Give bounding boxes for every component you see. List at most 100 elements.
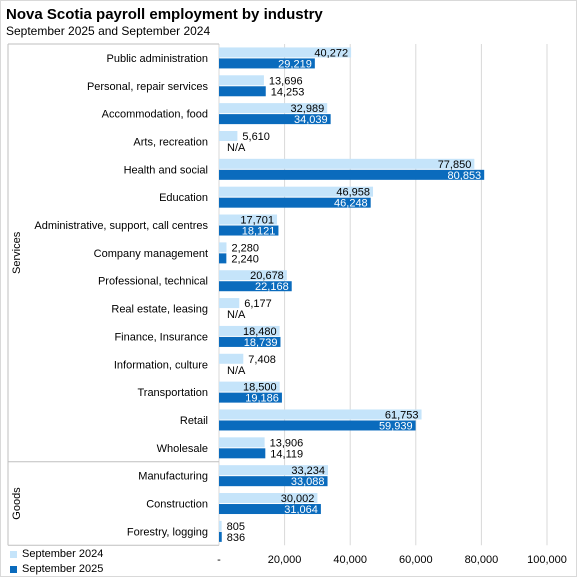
bar-2024 [219, 493, 318, 504]
bar-2025 [219, 281, 292, 292]
data-label: 20,678 [250, 270, 284, 282]
bar-2025 [219, 476, 328, 487]
data-label: 77,850 [438, 159, 472, 171]
category-label: Finance, Insurance [114, 331, 208, 343]
bar-2025 [219, 531, 222, 542]
group-label: Goods [11, 487, 23, 520]
data-label: 80,853 [448, 170, 482, 182]
legend-item-2025: September 2025 [10, 563, 103, 575]
bar-2024 [219, 242, 227, 253]
bar-2025 [219, 114, 331, 125]
legend-label-2024: September 2024 [22, 548, 104, 560]
bar-2024 [219, 465, 329, 476]
bar-2024 [219, 270, 287, 281]
bar-2024 [219, 75, 264, 86]
bar-2024 [219, 520, 222, 531]
data-label: 7,408 [248, 354, 276, 366]
x-tick-label: 40,000 [333, 554, 367, 566]
bar-2025 [219, 86, 266, 97]
x-tick-label: 100,000 [527, 554, 567, 566]
bar-2024 [219, 158, 475, 169]
data-label: N/A [227, 142, 246, 154]
category-label: Education [159, 192, 208, 204]
category-label: Transportation [137, 387, 208, 399]
bar-2024 [219, 409, 422, 420]
data-label: 59,939 [379, 420, 413, 432]
category-label: Accommodation, food [102, 109, 208, 121]
bar-2025 [219, 336, 281, 347]
data-label: 14,253 [271, 86, 305, 98]
chart-subtitle: September 2025 and September 2024 [6, 24, 211, 38]
category-label: Public administration [107, 53, 209, 65]
data-label: 13,696 [269, 75, 303, 87]
category-label: Construction [146, 499, 208, 511]
data-label: 31,064 [284, 504, 318, 516]
bar-2024 [219, 437, 265, 448]
bar-2025 [219, 504, 321, 515]
legend-swatch-2024 [10, 550, 17, 558]
data-label: 61,753 [385, 409, 419, 421]
category-label: Health and social [124, 164, 208, 176]
data-label: 17,701 [240, 215, 274, 227]
data-label: 836 [227, 532, 245, 544]
category-label: Forestry, logging [127, 526, 208, 538]
data-label: 19,186 [245, 393, 279, 405]
data-label: 29,219 [278, 58, 312, 70]
data-label: 40,272 [314, 47, 348, 59]
bar-2025 [219, 225, 279, 236]
data-label: 34,039 [294, 114, 328, 126]
data-label: 14,119 [270, 448, 303, 460]
chart-title: Nova Scotia payroll employment by indust… [6, 6, 323, 23]
bar-2024 [219, 325, 280, 336]
legend-label-2025: September 2025 [22, 563, 104, 575]
bar-2025 [219, 58, 315, 69]
bar-2025 [219, 169, 485, 180]
data-label: 18,480 [243, 326, 277, 338]
bar-2024 [219, 214, 278, 225]
category-label: Retail [180, 415, 208, 427]
category-label: Company management [94, 248, 208, 260]
bar-2024 [219, 353, 244, 364]
data-label: 22,168 [255, 281, 289, 293]
bar-2024 [219, 103, 328, 114]
x-tick-label: - [217, 554, 221, 566]
data-label: 46,958 [336, 187, 370, 199]
bar-2025 [219, 253, 227, 264]
category-label: Professional, technical [98, 276, 208, 288]
legend-swatch-2025 [10, 565, 17, 573]
x-tick-label: 60,000 [399, 554, 433, 566]
bar-2024 [219, 130, 238, 141]
bar-2025 [219, 392, 282, 403]
bar-2025 [219, 448, 266, 459]
data-label: 30,002 [281, 493, 315, 505]
data-label: N/A [227, 309, 246, 321]
data-label: 6,177 [244, 298, 272, 310]
category-label: Arts, recreation [133, 136, 208, 148]
data-label: 5,610 [242, 131, 270, 143]
bar-2024 [219, 186, 374, 197]
category-label: Manufacturing [138, 471, 208, 483]
data-label: 18,739 [244, 337, 278, 349]
category-label: Administrative, support, call centres [34, 220, 208, 232]
data-label: 33,234 [291, 465, 325, 477]
data-label: N/A [227, 365, 246, 377]
data-label: 2,240 [231, 253, 259, 265]
bar-2025 [219, 197, 371, 208]
category-label: Real estate, leasing [111, 304, 208, 316]
data-label: 805 [227, 521, 245, 533]
category-label: Information, culture [114, 359, 208, 371]
bar-2024 [219, 47, 352, 58]
category-label: Personal, repair services [87, 81, 209, 93]
bar-2024 [219, 381, 280, 392]
data-label: 2,280 [231, 242, 259, 254]
legend-item-2024: September 2024 [10, 548, 103, 560]
bar-2025 [219, 420, 416, 431]
category-label: Wholesale [157, 443, 208, 455]
data-label: 46,248 [334, 198, 368, 210]
x-tick-label: 20,000 [268, 554, 302, 566]
data-label: 13,906 [270, 437, 304, 449]
data-label: 32,989 [291, 103, 325, 115]
bar-2024 [219, 298, 240, 309]
data-label: 33,088 [291, 476, 325, 488]
